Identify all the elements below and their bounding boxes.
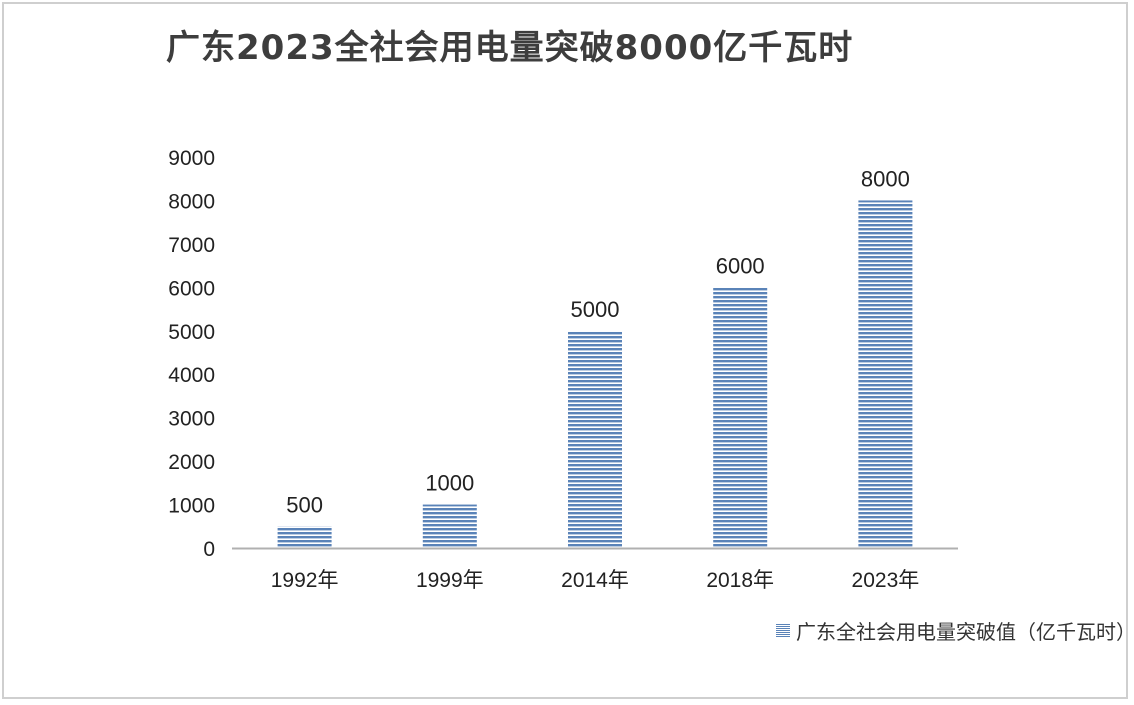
bar xyxy=(422,504,477,548)
bar xyxy=(858,200,913,548)
y-tick-label: 1000 xyxy=(168,495,215,518)
data-label: 500 xyxy=(286,492,323,517)
data-label: 8000 xyxy=(861,166,910,191)
y-tick-label: 3000 xyxy=(168,408,215,431)
data-label: 1000 xyxy=(425,471,474,496)
bar xyxy=(568,330,622,548)
y-tick-label: 9000 xyxy=(168,147,215,170)
x-tick-label: 2023年 xyxy=(852,569,920,592)
y-tick-label: 0 xyxy=(203,538,215,561)
legend-label: 广东全社会用电量突破值（亿千瓦时） xyxy=(796,620,1134,644)
legend-swatch xyxy=(776,624,790,638)
y-tick-label: 7000 xyxy=(168,234,215,257)
bar xyxy=(277,526,332,548)
data-label: 5000 xyxy=(571,297,620,322)
x-tick-label: 2018年 xyxy=(706,569,774,592)
x-tick-label: 1992年 xyxy=(271,569,339,592)
data-label: 6000 xyxy=(716,253,765,278)
y-tick-label: 6000 xyxy=(168,277,215,300)
y-tick-label: 5000 xyxy=(168,321,215,344)
x-tick-label: 1999年 xyxy=(416,569,484,592)
y-tick-label: 2000 xyxy=(168,451,215,474)
y-tick-label: 8000 xyxy=(168,190,215,213)
x-tick-label: 2014年 xyxy=(561,569,629,592)
chart-title: 广东2023全社会用电量突破8000亿千瓦时 xyxy=(166,28,854,68)
y-tick-label: 4000 xyxy=(168,364,215,387)
legend: 广东全社会用电量突破值（亿千瓦时） xyxy=(776,618,1134,646)
bar xyxy=(713,287,768,548)
